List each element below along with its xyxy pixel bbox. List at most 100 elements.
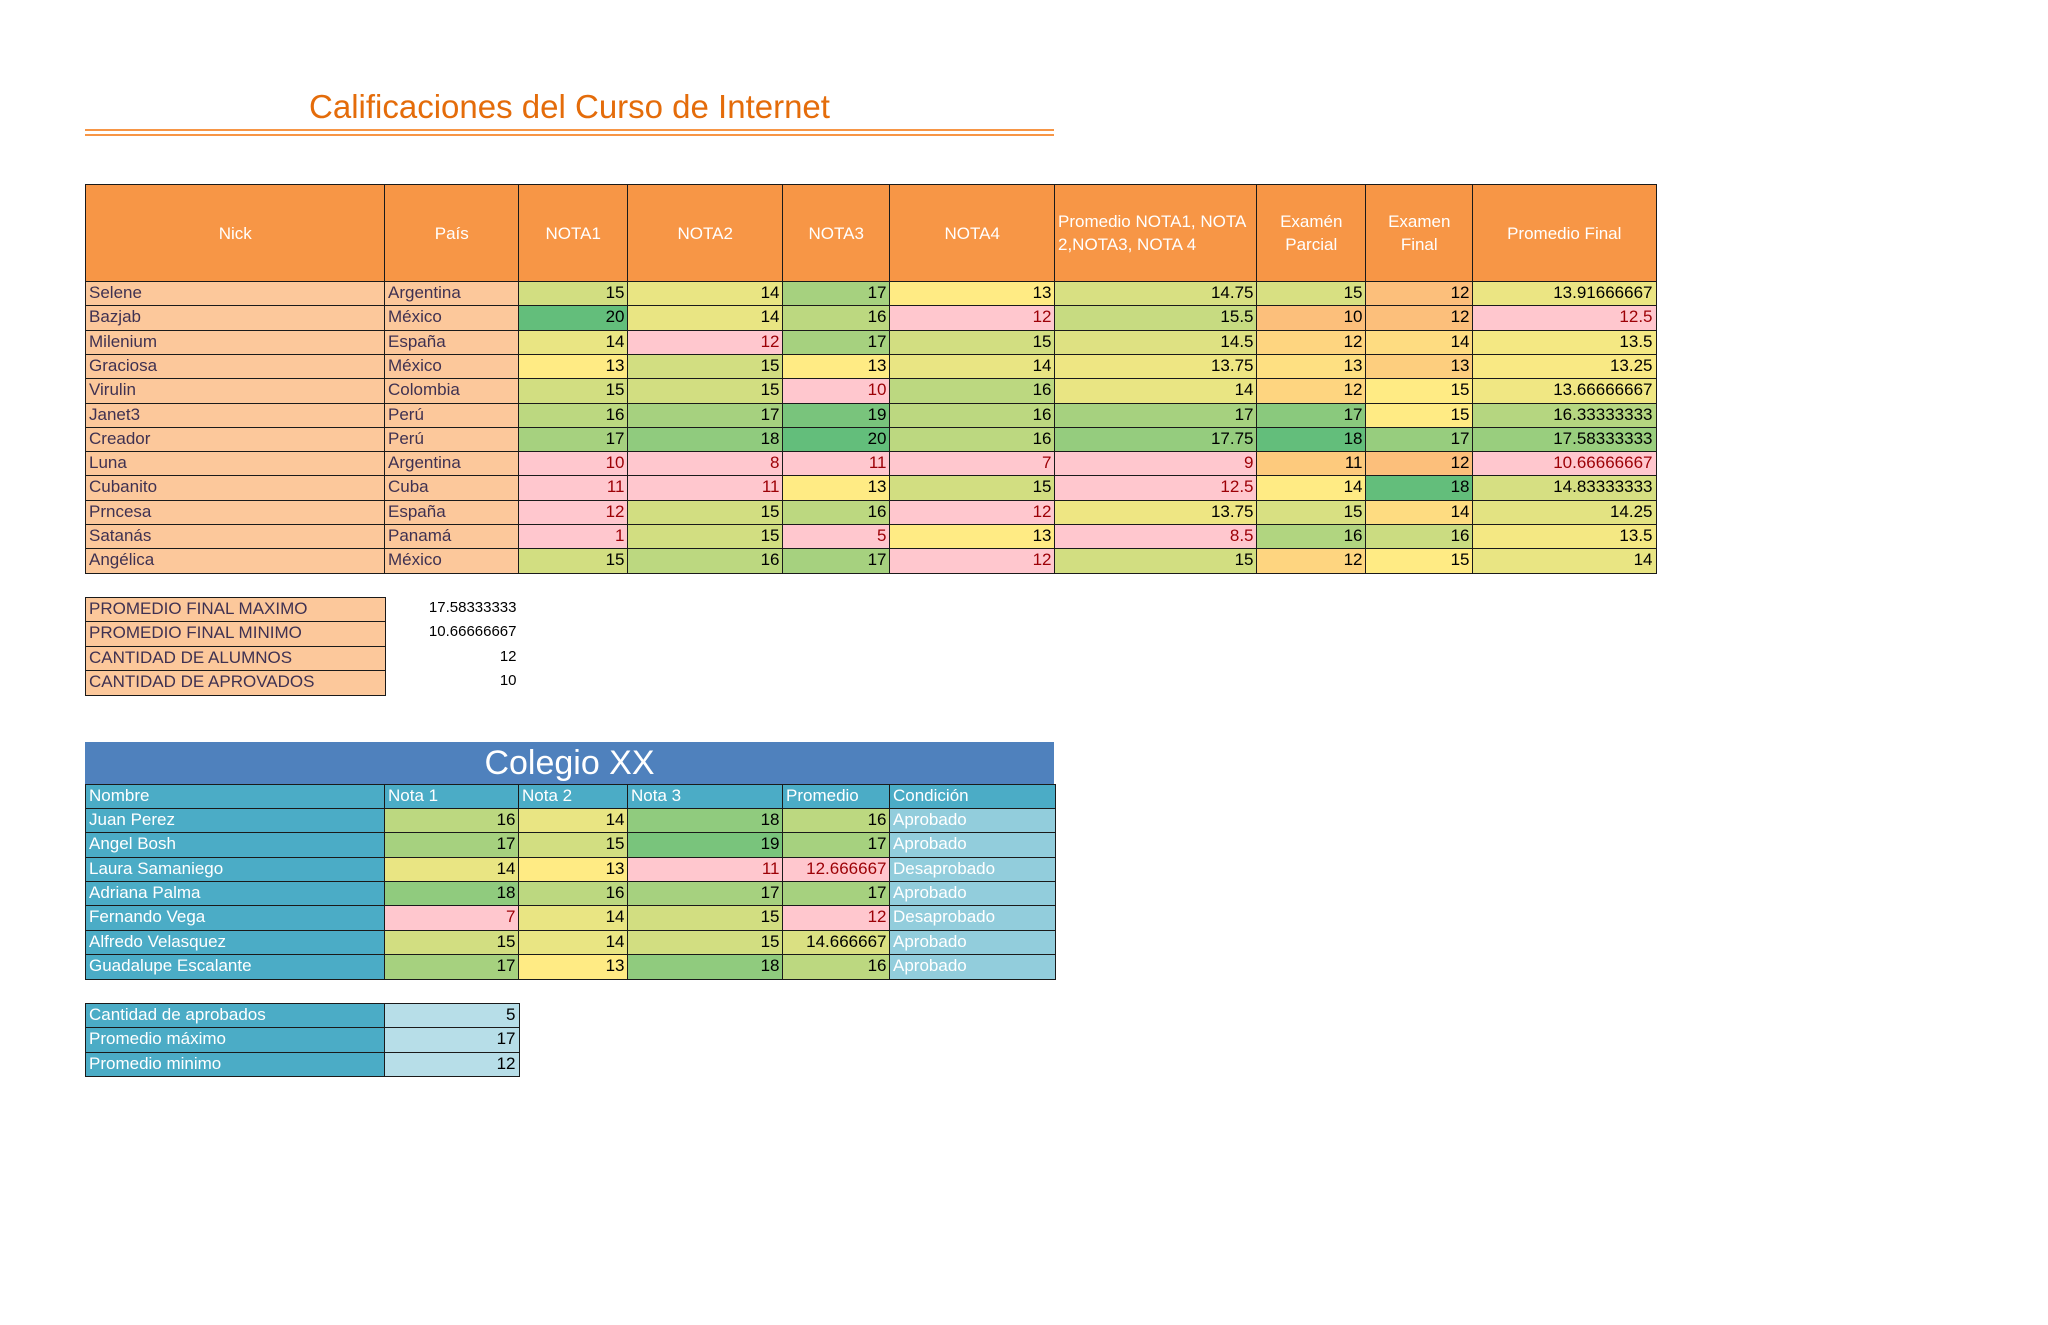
number-cell: 13 xyxy=(518,353,629,380)
number-cell: 15 xyxy=(384,929,520,956)
text-cell: España xyxy=(384,329,520,356)
number-cell: 15 xyxy=(889,475,1056,502)
text-cell: Cubanito xyxy=(85,475,386,502)
column-header: Promedio NOTA1, NOTA 2,NOTA3, NOTA 4 xyxy=(1054,184,1258,283)
number-cell: 12 xyxy=(1365,451,1474,477)
number-cell: 14 xyxy=(518,329,629,356)
number-cell: 11 xyxy=(627,475,784,502)
text-cell: Desaprobado xyxy=(889,905,1056,931)
summary-label: PROMEDIO FINAL MINIMO xyxy=(85,621,386,648)
number-cell: 16 xyxy=(782,499,891,526)
text-cell: Aprobado xyxy=(889,808,1056,834)
text-cell: Fernando Vega xyxy=(85,905,386,931)
number-cell: 12.5 xyxy=(1054,475,1258,502)
number-cell: 14 xyxy=(889,353,1056,380)
number-cell: 13.66666667 xyxy=(1472,378,1657,404)
number-cell: 7 xyxy=(889,451,1056,477)
number-cell: 13.5 xyxy=(1472,524,1657,550)
text-cell: Perú xyxy=(384,426,520,453)
number-cell: 11 xyxy=(1256,451,1367,477)
number-cell: 18 xyxy=(384,880,520,907)
number-cell: 17 xyxy=(384,832,520,859)
column-header: Nombre xyxy=(85,784,386,810)
number-cell: 14 xyxy=(1472,548,1657,575)
text-cell: México xyxy=(384,353,520,380)
number-cell: 13 xyxy=(518,856,629,883)
number-cell: 16 xyxy=(1365,524,1474,550)
column-header: Nota 1 xyxy=(384,784,520,810)
number-cell: 17 xyxy=(1365,426,1474,453)
text-cell: Creador xyxy=(85,426,386,453)
number-cell: 16 xyxy=(518,402,629,429)
number-cell: 15 xyxy=(627,929,784,956)
text-cell: Aprobado xyxy=(889,880,1056,907)
number-cell: 15 xyxy=(627,524,784,550)
number-cell: 19 xyxy=(627,832,784,859)
number-cell: 12 xyxy=(627,329,784,356)
summary-value: 17 xyxy=(384,1027,520,1054)
text-cell: Selene xyxy=(85,281,386,307)
number-cell: 13.91666667 xyxy=(1472,281,1657,307)
number-cell: 18 xyxy=(627,426,784,453)
number-cell: 17 xyxy=(782,880,891,907)
number-cell: 15 xyxy=(518,281,629,307)
number-cell: 11 xyxy=(627,856,784,883)
number-cell: 16 xyxy=(782,953,891,980)
number-cell: 8 xyxy=(627,451,784,477)
number-cell: 8.5 xyxy=(1054,524,1258,550)
number-cell: 15 xyxy=(1256,281,1367,307)
number-cell: 15 xyxy=(1365,402,1474,429)
number-cell: 12 xyxy=(1365,305,1474,332)
number-cell: 16 xyxy=(889,402,1056,429)
text-cell: Argentina xyxy=(384,281,520,307)
number-cell: 17 xyxy=(627,880,784,907)
number-cell: 16 xyxy=(889,426,1056,453)
text-cell: Milenium xyxy=(85,329,386,356)
number-cell: 16.33333333 xyxy=(1472,402,1657,429)
column-header: NOTA3 xyxy=(782,184,891,283)
number-cell: 13 xyxy=(1365,353,1474,380)
title-rule xyxy=(85,134,1054,136)
text-cell: Panamá xyxy=(384,524,520,550)
number-cell: 12 xyxy=(1256,329,1367,356)
number-cell: 16 xyxy=(518,880,629,907)
column-header: NOTA2 xyxy=(627,184,784,283)
text-cell: Prncesa xyxy=(85,499,386,526)
text-cell: Alfredo Velasquez xyxy=(85,929,386,956)
number-cell: 15 xyxy=(1256,499,1367,526)
column-header: Condición xyxy=(889,784,1056,810)
number-cell: 17 xyxy=(384,953,520,980)
number-cell: 18 xyxy=(1256,426,1367,453)
number-cell: 16 xyxy=(384,808,520,834)
column-header: NOTA4 xyxy=(889,184,1056,283)
text-cell: Aprobado xyxy=(889,953,1056,980)
number-cell: 16 xyxy=(782,808,891,834)
number-cell: 13.5 xyxy=(1472,329,1657,356)
text-cell: México xyxy=(384,548,520,575)
text-cell: Angélica xyxy=(85,548,386,575)
text-cell: Janet3 xyxy=(85,402,386,429)
number-cell: 15 xyxy=(627,499,784,526)
number-cell: 12 xyxy=(518,499,629,526)
number-cell: 14 xyxy=(518,808,629,834)
number-cell: 13.75 xyxy=(1054,353,1258,380)
summary-value: 17.58333333 xyxy=(428,599,517,616)
column-header: Nota 2 xyxy=(518,784,629,810)
summary-label: Cantidad de aprobados xyxy=(85,1003,386,1029)
summary-value: 10 xyxy=(499,671,517,689)
number-cell: 15 xyxy=(1365,548,1474,575)
text-cell: Guadalupe Escalante xyxy=(85,953,386,980)
summary-label: Promedio minimo xyxy=(85,1051,386,1078)
number-cell: 7 xyxy=(384,905,520,931)
number-cell: 15 xyxy=(627,905,784,931)
text-cell: Graciosa xyxy=(85,353,386,380)
summary-value: 10.66666667 xyxy=(428,623,517,641)
summary-value: 5 xyxy=(384,1003,520,1029)
number-cell: 16 xyxy=(782,305,891,332)
text-cell: Laura Samaniego xyxy=(85,856,386,883)
number-cell: 12.5 xyxy=(1472,305,1657,332)
number-cell: 15 xyxy=(889,329,1056,356)
number-cell: 10 xyxy=(782,378,891,404)
number-cell: 15 xyxy=(627,378,784,404)
column-header: Examen Final xyxy=(1365,184,1474,283)
